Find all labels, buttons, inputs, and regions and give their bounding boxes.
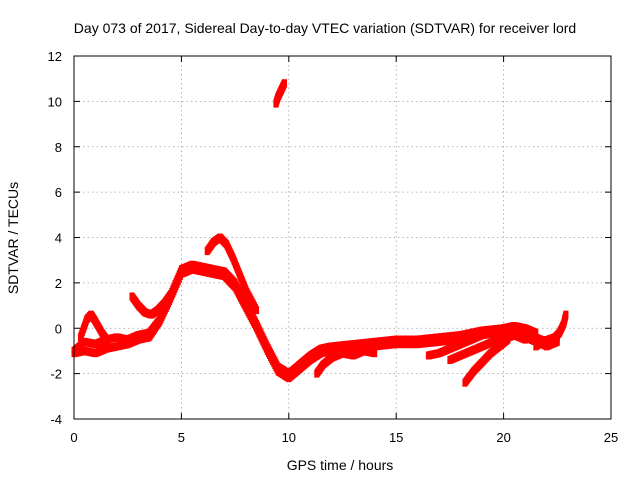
data-series xyxy=(71,79,569,387)
data-point xyxy=(563,310,569,319)
y-tick-label: 10 xyxy=(48,94,62,109)
series-track-4 xyxy=(129,290,174,319)
x-tick-label: 10 xyxy=(282,430,296,445)
data-point xyxy=(522,335,528,344)
data-point xyxy=(168,290,174,299)
y-tick-label: 8 xyxy=(55,140,62,155)
y-tick-label: 4 xyxy=(55,231,62,246)
series-track-5 xyxy=(204,233,260,315)
y-tick-label: 6 xyxy=(55,185,62,200)
grid xyxy=(74,56,611,419)
series-track-3 xyxy=(77,310,111,346)
x-tick-label: 20 xyxy=(496,430,510,445)
y-tick-label: 0 xyxy=(55,321,62,336)
series-track-1 xyxy=(71,265,560,383)
series-track-7 xyxy=(314,346,378,378)
y-tick-label: 12 xyxy=(48,49,62,64)
y-tick-label: -2 xyxy=(50,367,62,382)
plot-frame xyxy=(73,55,612,420)
y-tick-label: -4 xyxy=(50,412,62,427)
axes: 0 5 10 15 20 25 -4 -2 0 2 4 6 8 10 12 xyxy=(48,49,619,445)
series-track-8 xyxy=(425,321,539,360)
chart-title: Day 073 of 2017, Sidereal Day-to-day VTE… xyxy=(74,20,576,36)
x-tick-label: 0 xyxy=(70,430,77,445)
x-tick-label: 15 xyxy=(389,430,403,445)
series-track-10 xyxy=(462,335,511,387)
series-track-6 xyxy=(273,79,288,108)
data-point xyxy=(372,349,378,358)
data-point xyxy=(533,328,539,337)
data-point xyxy=(505,335,511,344)
y-tick-label: 2 xyxy=(55,276,62,291)
y-axis-label: SDTVAR / TECUs xyxy=(5,182,21,294)
x-tick-label: 25 xyxy=(604,430,618,445)
data-point xyxy=(105,337,111,346)
data-point xyxy=(282,79,288,88)
x-axis-label: GPS time / hours xyxy=(287,457,394,473)
x-tick-label: 5 xyxy=(178,430,185,445)
data-point xyxy=(254,306,260,315)
series-track-11 xyxy=(533,310,569,351)
